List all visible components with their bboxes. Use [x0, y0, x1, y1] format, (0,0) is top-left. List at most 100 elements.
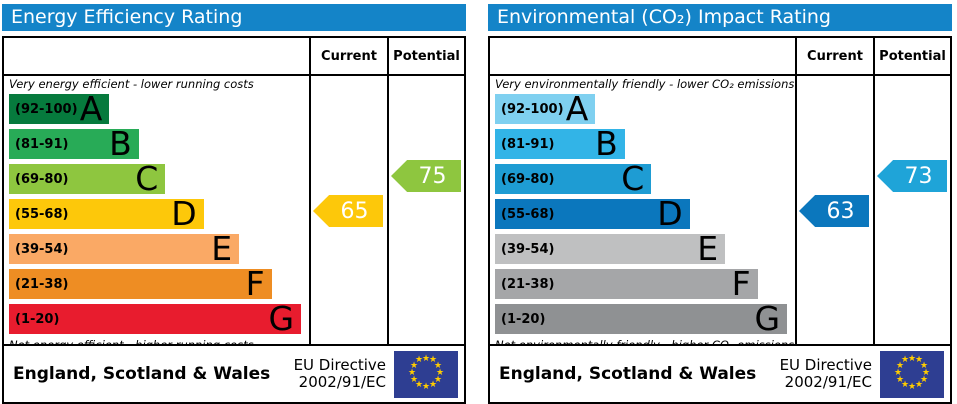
- eu-star-icon: ★: [429, 354, 438, 365]
- potential-column-header: Potential: [387, 38, 464, 74]
- potential-column-header: Potential: [873, 38, 950, 74]
- eu-star-icon: ★: [422, 381, 431, 392]
- band-g: (1-20) G: [9, 299, 302, 338]
- energy-band-scale: Very energy efficient - lower running co…: [4, 76, 309, 344]
- band-b-letter: B: [109, 124, 132, 163]
- band-f-range: (21-38): [501, 276, 555, 292]
- energy-panel-title: Energy Efficiency Rating: [2, 4, 466, 31]
- energy-table-body: Very energy efficient - lower running co…: [4, 76, 464, 344]
- eu-directive-label: EU Directive 2002/91/EC: [293, 356, 386, 391]
- band-e-range: (39-54): [501, 241, 555, 257]
- band-e-letter: E: [211, 229, 233, 268]
- potential-rating-arrow: 73: [877, 160, 947, 192]
- band-d-range: (55-68): [501, 206, 555, 222]
- energy-table-footer: England, Scotland & Wales EU Directive 2…: [4, 344, 464, 402]
- energy-top-note: Very energy efficient - lower running co…: [9, 77, 254, 91]
- environmental-table-body: Very environmentally friendly - lower CO…: [490, 76, 950, 344]
- band-a-range: (92-100): [501, 101, 564, 117]
- environmental-rating-table: Current Potential Very environmentally f…: [488, 36, 952, 404]
- band-c-range: (69-80): [501, 171, 555, 187]
- environmental-table-header: Current Potential: [490, 38, 950, 76]
- energy-bands: (92-100) A (81-91) B (69-80) C (55-68): [9, 89, 304, 338]
- energy-potential-column: 75: [387, 76, 464, 344]
- current-column-header: Current: [795, 38, 873, 74]
- band-a: (92-100) A: [9, 89, 110, 128]
- environmental-current-column: 63: [795, 76, 873, 344]
- eu-star-icon: ★: [896, 374, 905, 385]
- eu-star-icon: ★: [901, 354, 910, 365]
- eu-star-icon: ★: [429, 379, 438, 390]
- eu-star-icon: ★: [896, 360, 905, 371]
- band-b: (81-91) B: [495, 124, 625, 163]
- current-rating-arrow: 65: [313, 195, 383, 227]
- environmental-potential-column: 73: [873, 76, 950, 344]
- environmental-bands: (92-100) A (81-91) B (69-80) C (55-68): [495, 89, 790, 338]
- band-a-range: (92-100): [15, 101, 78, 117]
- band-e: (39-54) E: [9, 229, 240, 268]
- band-d-range: (55-68): [15, 206, 69, 222]
- eu-star-icon: ★: [915, 379, 924, 390]
- band-g-letter: G: [754, 299, 781, 338]
- band-c-letter: C: [135, 159, 159, 198]
- band-b-range: (81-91): [501, 136, 555, 152]
- potential-rating-value: 73: [904, 163, 933, 189]
- band-e-letter: E: [697, 229, 719, 268]
- eu-star-icon: ★: [410, 374, 419, 385]
- eu-star-icon: ★: [436, 367, 445, 378]
- band-a: (92-100) A: [495, 89, 596, 128]
- energy-efficiency-panel: Energy Efficiency Rating Current Potenti…: [2, 4, 466, 404]
- band-f-range: (21-38): [15, 276, 69, 292]
- region-label: England, Scotland & Wales: [499, 364, 757, 384]
- eu-star-icon: ★: [920, 360, 929, 371]
- environmental-bottom-note: Not environmentally friendly - higher CO…: [495, 339, 794, 345]
- eu-star-icon: ★: [915, 354, 924, 365]
- environmental-impact-panel: Environmental (CO₂) Impact Rating Curren…: [488, 4, 952, 404]
- band-f: (21-38) F: [9, 264, 272, 303]
- band-f-letter: F: [731, 264, 751, 303]
- eu-star-icon: ★: [408, 367, 417, 378]
- eu-star-icon: ★: [415, 354, 424, 365]
- band-e-range: (39-54): [15, 241, 69, 257]
- current-column-header: Current: [309, 38, 387, 74]
- eu-star-icon: ★: [920, 374, 929, 385]
- band-e: (39-54) E: [495, 229, 726, 268]
- band-c-range: (69-80): [15, 171, 69, 187]
- band-f: (21-38) F: [495, 264, 758, 303]
- potential-rating-value: 75: [418, 163, 447, 189]
- eu-star-icon: ★: [434, 374, 443, 385]
- eu-star-icon: ★: [908, 381, 917, 392]
- energy-rating-table: Current Potential Very energy efficient …: [2, 36, 466, 404]
- environmental-band-scale: Very environmentally friendly - lower CO…: [490, 76, 795, 344]
- current-rating-value: 63: [826, 198, 855, 224]
- eu-star-icon: ★: [422, 353, 431, 364]
- band-f-letter: F: [245, 264, 265, 303]
- energy-current-column: 65: [309, 76, 387, 344]
- band-c-letter: C: [621, 159, 645, 198]
- band-c: (69-80) C: [9, 159, 166, 198]
- eu-star-icon: ★: [434, 360, 443, 371]
- eu-flag-icon: ★ ★ ★ ★ ★ ★ ★ ★ ★ ★ ★ ★: [880, 350, 944, 398]
- eu-star-icon: ★: [908, 353, 917, 364]
- band-g: (1-20) G: [495, 299, 788, 338]
- region-label: England, Scotland & Wales: [13, 364, 271, 384]
- band-g-letter: G: [268, 299, 295, 338]
- band-g-range: (1-20): [15, 311, 60, 327]
- band-b-range: (81-91): [15, 136, 69, 152]
- band-b-letter: B: [595, 124, 618, 163]
- environmental-panel-title: Environmental (CO₂) Impact Rating: [488, 4, 952, 31]
- band-a-letter: A: [79, 89, 103, 128]
- energy-bottom-note: Not energy efficient - higher running co…: [9, 339, 304, 345]
- header-spacer: [490, 38, 795, 74]
- eu-directive-label: EU Directive 2002/91/EC: [779, 356, 872, 391]
- band-d-letter: D: [171, 194, 197, 233]
- environmental-table-footer: England, Scotland & Wales EU Directive 2…: [490, 344, 950, 402]
- current-rating-value: 65: [340, 198, 369, 224]
- band-d: (55-68) D: [9, 194, 204, 233]
- eu-star-icon: ★: [415, 379, 424, 390]
- band-b: (81-91) B: [9, 124, 139, 163]
- eu-flag-icon: ★ ★ ★ ★ ★ ★ ★ ★ ★ ★ ★ ★: [394, 350, 458, 398]
- potential-rating-arrow: 75: [391, 160, 461, 192]
- current-rating-arrow: 63: [799, 195, 869, 227]
- band-a-letter: A: [565, 89, 589, 128]
